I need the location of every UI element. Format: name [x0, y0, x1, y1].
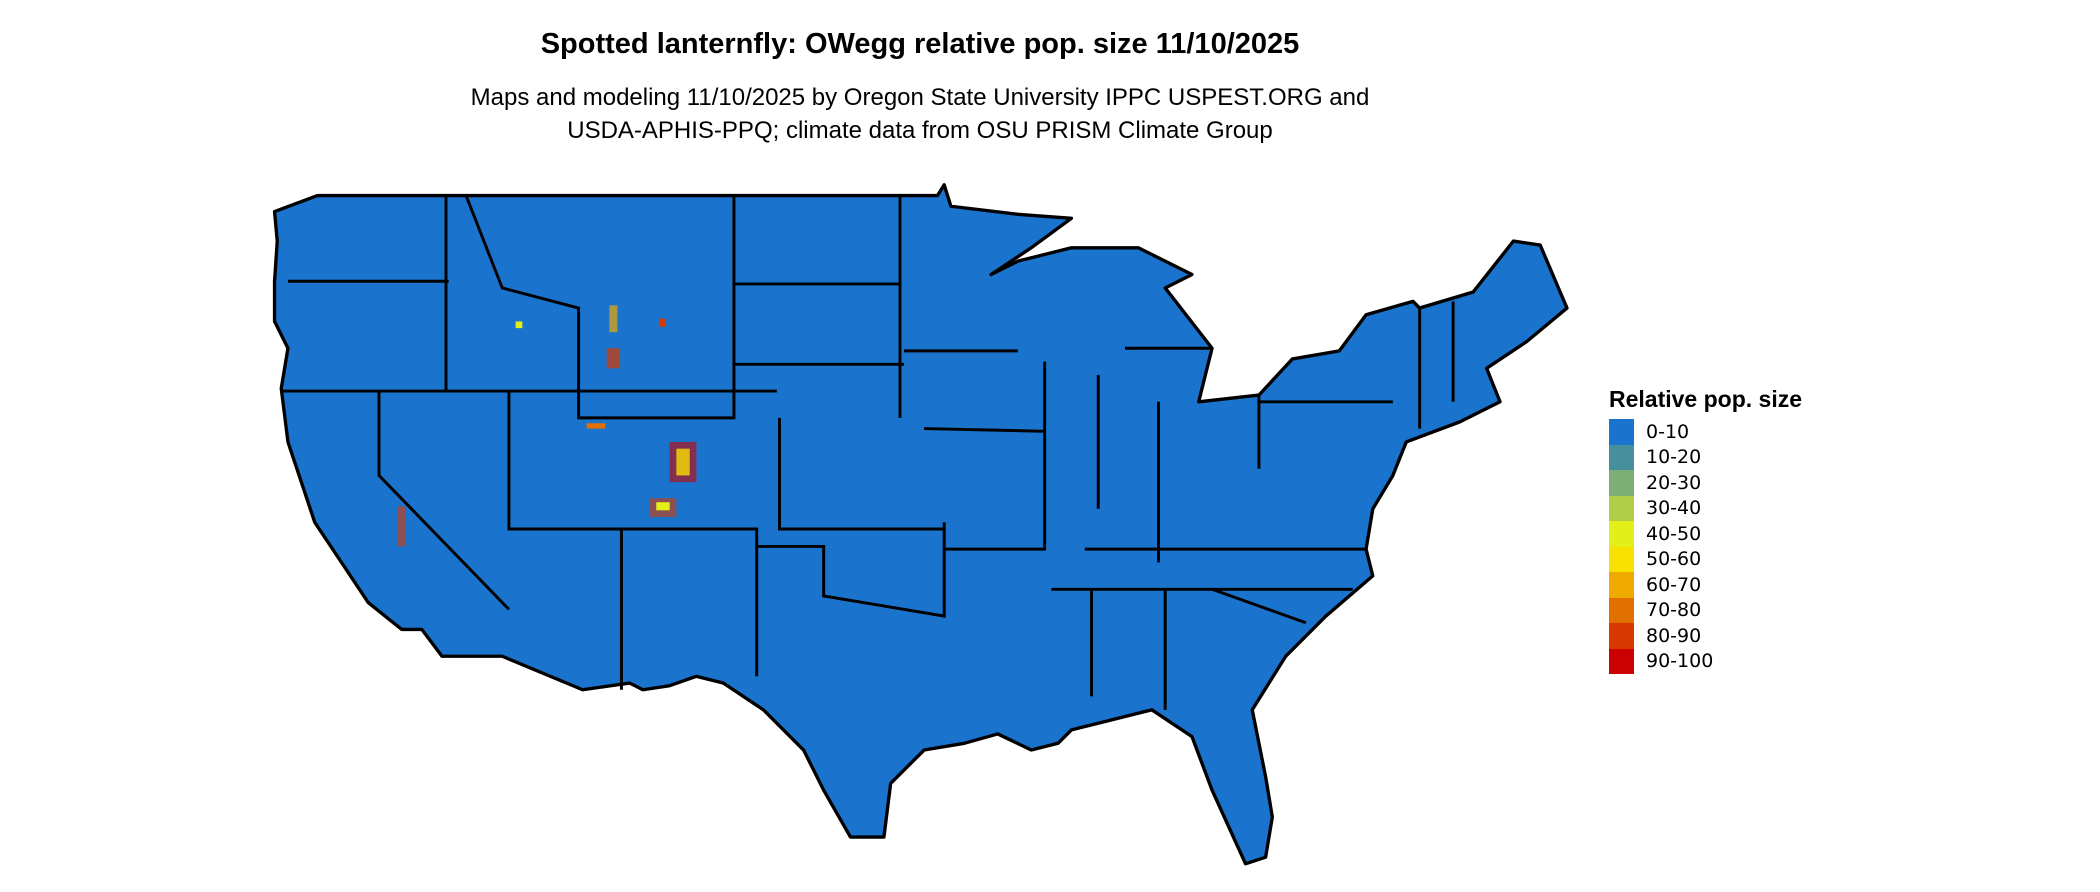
- legend-swatch: [1609, 470, 1634, 496]
- legend-item: 70-80: [1609, 597, 1802, 623]
- map-subtitle-line1: Maps and modeling 11/10/2025 by Oregon S…: [470, 84, 1370, 111]
- hotspot: [658, 318, 666, 327]
- legend-item: 20-30: [1609, 470, 1802, 496]
- hotspot: [397, 506, 406, 547]
- legend-item: 30-40: [1609, 495, 1802, 521]
- legend-item: 0-10: [1609, 419, 1802, 445]
- us-outline: [272, 183, 1569, 866]
- state-borders: [281, 195, 1455, 710]
- legend-label: 40-50: [1646, 522, 1702, 545]
- legend-item: 50-60: [1609, 546, 1802, 572]
- legend-item: 40-50: [1609, 521, 1802, 547]
- legend-label: 70-80: [1646, 599, 1702, 622]
- legend-swatch: [1609, 572, 1634, 598]
- legend-label: 90-100: [1646, 650, 1714, 673]
- legend-label: 60-70: [1646, 573, 1702, 596]
- legend-swatch: [1609, 623, 1634, 649]
- legend-swatch: [1609, 419, 1634, 445]
- map-subtitle-line2: USDA-APHIS-PPQ; climate data from OSU PR…: [567, 117, 1273, 144]
- legend-swatch: [1609, 444, 1634, 470]
- map-title: Spotted lanternfly: OWegg relative pop. …: [540, 28, 1300, 60]
- hotspot: [609, 305, 618, 333]
- legend-swatch: [1609, 597, 1634, 623]
- legend-label: 80-90: [1646, 624, 1702, 647]
- legend-swatch: [1609, 495, 1634, 521]
- legend-label: 0-10: [1646, 420, 1690, 443]
- hotspot: [606, 348, 621, 369]
- hotspot: [656, 502, 670, 511]
- hotspot: [586, 423, 606, 429]
- legend-label: 50-60: [1646, 548, 1702, 571]
- legend-swatch: [1609, 546, 1634, 572]
- legend-swatch: [1609, 648, 1634, 674]
- hotspot: [676, 448, 690, 476]
- legend-label: 30-40: [1646, 497, 1702, 520]
- legend-item: 80-90: [1609, 623, 1802, 649]
- legend-item: 60-70: [1609, 572, 1802, 598]
- legend-title: Relative pop. size: [1609, 386, 1803, 412]
- legend-item: 90-100: [1609, 648, 1802, 674]
- legend-label: 20-30: [1646, 471, 1702, 494]
- legend-label: 10-20: [1646, 446, 1702, 469]
- legend-item: 10-20: [1609, 444, 1802, 470]
- hotspot: [515, 321, 523, 329]
- legend-swatch: [1609, 521, 1634, 547]
- legend: Relative pop. size 0-10 10-20 20-30 30-40 40…: [1609, 386, 1802, 674]
